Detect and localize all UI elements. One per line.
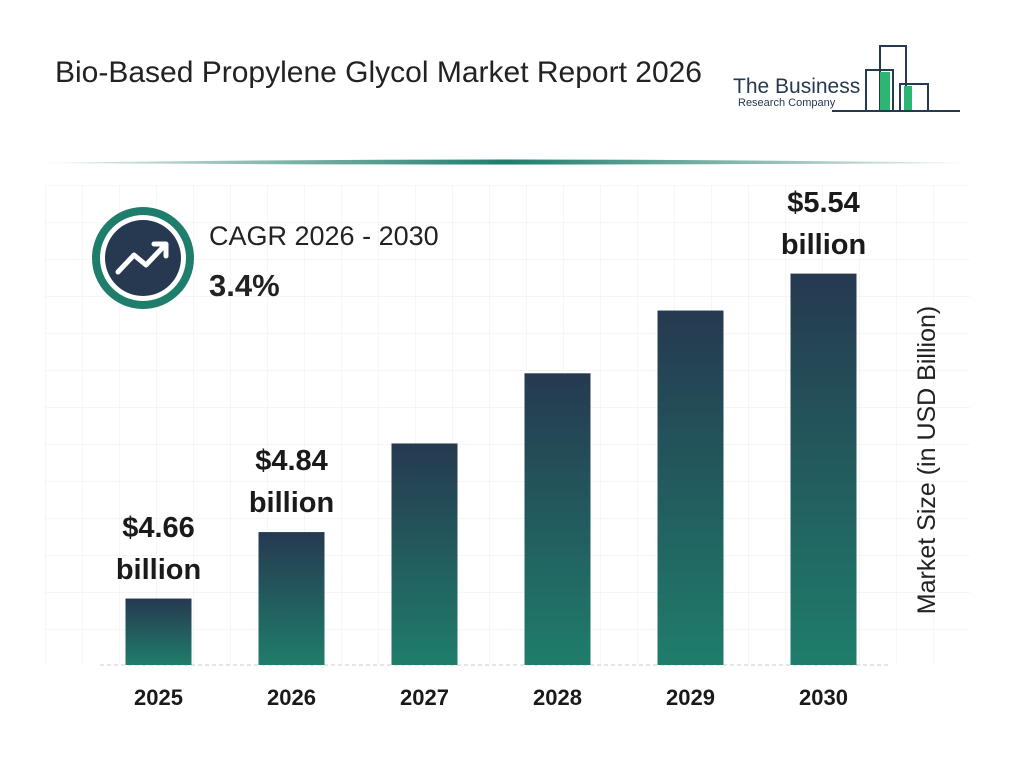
bar xyxy=(125,598,192,665)
x-tick-label: 2026 xyxy=(267,685,316,710)
bar xyxy=(790,273,857,665)
brand-name: The Business xyxy=(733,75,860,98)
chart-title: Bio-Based Propylene Glycol Market Report… xyxy=(55,56,702,89)
separator xyxy=(40,159,970,165)
x-tick-label: 2028 xyxy=(533,685,582,710)
bar xyxy=(391,443,458,665)
cagr-value: 3.4% xyxy=(209,268,280,303)
bar xyxy=(657,310,724,665)
x-tick-label: 2025 xyxy=(134,685,183,710)
y-axis-label: Market Size (in USD Billion) xyxy=(913,306,941,614)
brand-sub: Research Company xyxy=(738,97,836,109)
value-label: $5.54 billion xyxy=(780,186,867,261)
x-tick-label: 2030 xyxy=(799,685,848,710)
value-label: $4.66 billion xyxy=(115,511,202,586)
cagr-icon xyxy=(92,207,194,309)
bar xyxy=(524,373,591,665)
cagr-label: CAGR 2026 - 2030 xyxy=(209,221,439,251)
logo: The Business Research Company xyxy=(733,45,960,112)
x-tick-label: 2029 xyxy=(666,685,715,710)
x-tick-label: 2027 xyxy=(400,685,449,710)
bar xyxy=(258,532,325,665)
value-label: $4.84 billion xyxy=(248,445,335,520)
